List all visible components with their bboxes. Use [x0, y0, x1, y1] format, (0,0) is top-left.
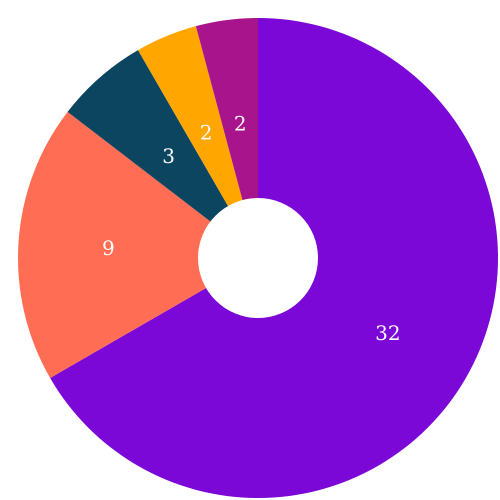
slice-value-label: 2: [234, 112, 247, 136]
slice-value-label: 9: [102, 236, 115, 260]
pie-slice: [195, 18, 258, 258]
donut-hole: [198, 198, 318, 318]
pie-slice: [138, 26, 258, 259]
slice-value-label: 3: [162, 144, 175, 168]
pie-slice: [67, 50, 258, 259]
slice-value-label: 32: [375, 321, 400, 345]
pie-slice: [18, 111, 259, 379]
slice-value-label: 2: [200, 121, 213, 145]
